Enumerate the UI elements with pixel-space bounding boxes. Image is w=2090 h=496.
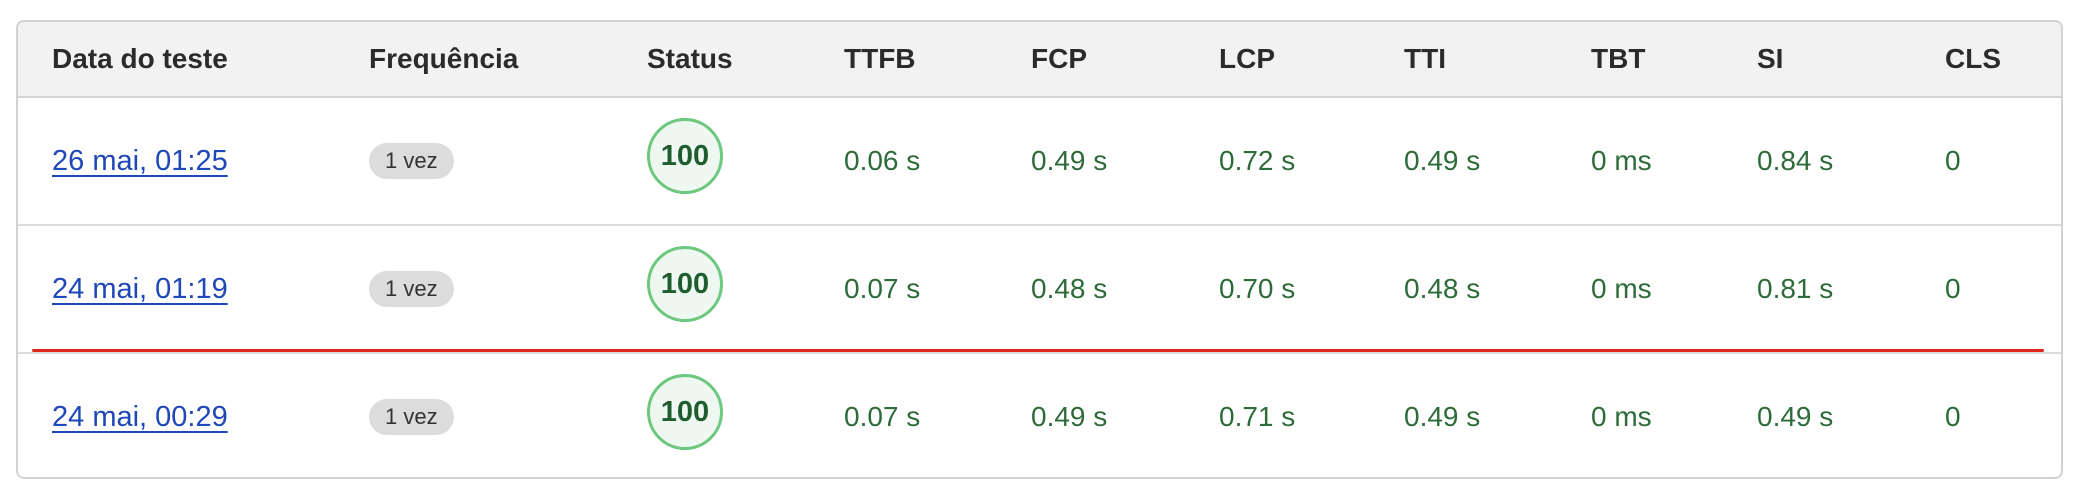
test-date-link[interactable]: 24 mai, 01:19	[52, 272, 228, 305]
header-cls[interactable]: CLS	[1945, 43, 2001, 74]
table-row: 26 mai, 01:25 1 vez 100 0.06 s 0.49 s 0.…	[18, 98, 2061, 226]
tti-value: 0.49 s	[1404, 145, 1481, 176]
tbt-value: 0 ms	[1591, 401, 1652, 432]
test-date-link[interactable]: 26 mai, 01:25	[52, 144, 228, 177]
status-score-badge: 100	[647, 246, 723, 322]
cls-value: 0	[1945, 401, 1961, 432]
cls-value: 0	[1945, 145, 1961, 176]
lcp-value: 0.72 s	[1219, 145, 1296, 176]
tti-value: 0.48 s	[1404, 273, 1481, 304]
status-score-badge: 100	[647, 118, 723, 194]
tbt-value: 0 ms	[1591, 273, 1652, 304]
test-date-link[interactable]: 24 mai, 00:29	[52, 400, 228, 433]
cls-value: 0	[1945, 273, 1961, 304]
header-tbt[interactable]: TBT	[1591, 43, 1646, 74]
si-value: 0.84 s	[1757, 145, 1834, 176]
fcp-value: 0.49 s	[1031, 145, 1108, 176]
header-date[interactable]: Data do teste	[52, 43, 228, 74]
tbt-value: 0 ms	[1591, 145, 1652, 176]
si-value: 0.49 s	[1757, 401, 1834, 432]
header-fcp[interactable]: FCP	[1031, 43, 1087, 74]
ttfb-value: 0.06 s	[844, 145, 921, 176]
frequency-badge: 1 vez	[369, 271, 454, 307]
header-frequency[interactable]: Frequência	[369, 43, 519, 74]
frequency-badge: 1 vez	[369, 143, 454, 179]
header-lcp[interactable]: LCP	[1219, 43, 1275, 74]
frequency-badge: 1 vez	[369, 399, 454, 435]
header-si[interactable]: SI	[1757, 43, 1784, 74]
header-tti[interactable]: TTI	[1404, 43, 1446, 74]
test-history-table: Data do teste Frequência Status TTFB FCP…	[16, 20, 2063, 479]
table-header-row: Data do teste Frequência Status TTFB FCP…	[18, 22, 2061, 98]
lcp-value: 0.70 s	[1219, 273, 1296, 304]
annotation-red-line	[32, 349, 2044, 352]
si-value: 0.81 s	[1757, 273, 1834, 304]
table-row: 24 mai, 01:19 1 vez 100 0.07 s 0.48 s 0.…	[18, 226, 2061, 354]
lcp-value: 0.71 s	[1219, 401, 1296, 432]
header-ttfb[interactable]: TTFB	[844, 43, 916, 74]
fcp-value: 0.48 s	[1031, 273, 1108, 304]
header-status[interactable]: Status	[647, 43, 733, 74]
table-row: 24 mai, 00:29 1 vez 100 0.07 s 0.49 s 0.…	[18, 354, 2061, 477]
fcp-value: 0.49 s	[1031, 401, 1108, 432]
ttfb-value: 0.07 s	[844, 273, 921, 304]
status-score-badge: 100	[647, 374, 723, 450]
tti-value: 0.49 s	[1404, 401, 1481, 432]
ttfb-value: 0.07 s	[844, 401, 921, 432]
